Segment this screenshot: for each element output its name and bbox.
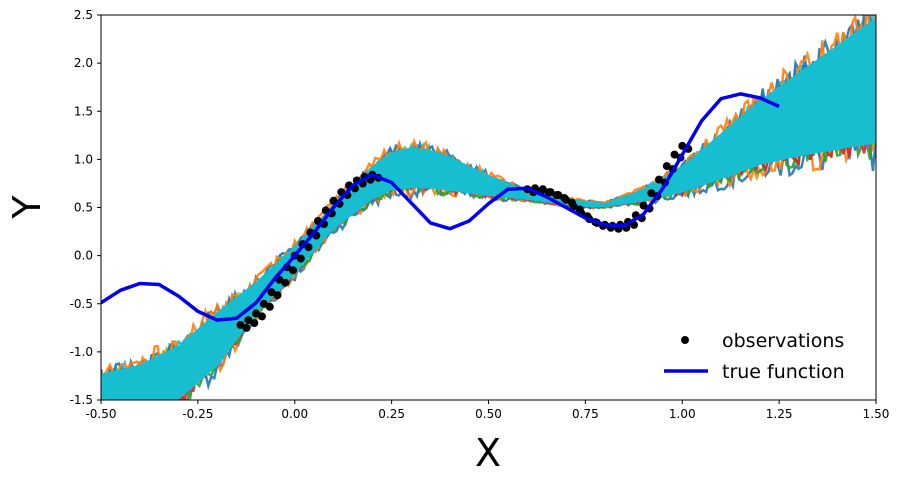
legend-true-function-label: true function: [722, 361, 845, 383]
x-axis-ticks: -0.50 -0.25 0.00 0.25 0.50 0.75 1.00 1.25 1.50: [85, 400, 889, 421]
observation-point: [242, 323, 251, 332]
y-axis-ticks: -1.5 -1.0 -0.5 0.0 0.5 1.0 1.5 2.0 2.5: [70, 8, 101, 407]
observation-point: [304, 243, 313, 252]
y-tick-label: 2.0: [74, 56, 93, 70]
x-tick-label: 1.50: [863, 407, 890, 421]
observation-point: [546, 188, 555, 197]
legend-observations-label: observations: [722, 330, 844, 352]
x-tick-label: 0.00: [281, 407, 308, 421]
observation-point: [267, 288, 276, 297]
observation-point: [250, 319, 259, 328]
observation-point: [296, 254, 305, 263]
ensemble-band: [101, 17, 876, 400]
x-tick-label: 1.00: [669, 407, 696, 421]
observation-point: [244, 316, 253, 325]
observation-point: [236, 320, 245, 329]
true-function-line: [101, 92, 780, 322]
y-tick-label: 2.5: [74, 8, 93, 22]
legend-observations-marker: [681, 336, 689, 344]
y-tick-label: 0.5: [74, 201, 93, 215]
x-axis-label: X: [475, 431, 501, 475]
observation-point: [258, 312, 266, 321]
x-tick-label: -0.50: [85, 407, 116, 421]
y-tick-label: -0.5: [70, 297, 93, 311]
observation-point: [670, 150, 679, 159]
y-axis-label: Y: [5, 195, 49, 220]
y-tick-label: 0.0: [74, 249, 93, 263]
observation-point: [265, 302, 274, 311]
observation-point: [273, 291, 282, 300]
observation-point: [655, 175, 663, 184]
y-tick-label: -1.0: [70, 345, 93, 359]
observation-point: [289, 266, 297, 275]
observation-point: [538, 185, 547, 194]
x-tick-label: 0.50: [475, 407, 502, 421]
observation-point: [554, 191, 563, 199]
y-tick-label: 1.5: [74, 104, 93, 118]
x-tick-label: 0.75: [572, 407, 599, 421]
x-tick-label: -0.25: [182, 407, 213, 421]
x-tick-label: 0.25: [378, 407, 405, 421]
observation-point: [281, 278, 290, 287]
observation-point: [639, 201, 648, 210]
observation-point: [647, 189, 656, 198]
y-tick-label: 1.0: [74, 152, 93, 166]
observation-point: [252, 309, 260, 318]
observation-point: [662, 162, 671, 171]
observation-point: [259, 299, 268, 308]
x-tick-label: 1.25: [766, 407, 793, 421]
observation-point: [569, 202, 578, 211]
y-tick-label: -1.5: [70, 393, 93, 407]
legend: observations true function: [664, 330, 845, 383]
observation-point: [562, 195, 570, 204]
